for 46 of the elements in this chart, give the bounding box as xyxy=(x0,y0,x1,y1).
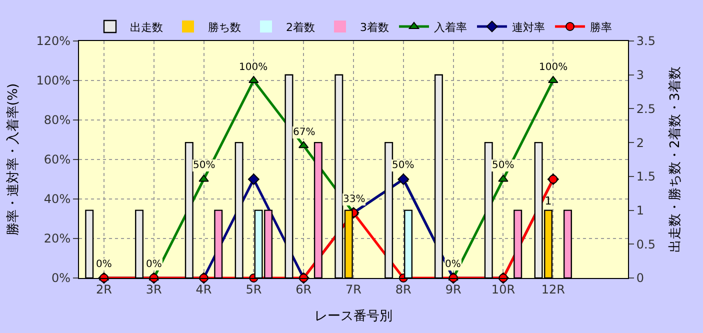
data-label: 100% xyxy=(539,62,568,73)
y-tick-label: 40% xyxy=(44,192,71,206)
y-tick-label: 100% xyxy=(36,74,71,88)
legend-label: 出走数 xyxy=(130,20,163,34)
data-label: 50% xyxy=(392,160,414,171)
x-tick-label: 2R xyxy=(96,282,112,296)
y2-tick-label: 1 xyxy=(636,203,644,218)
x-axis-title: レース番号別 xyxy=(314,309,392,324)
x-tick-label: 9R xyxy=(445,282,462,296)
x-tick-label: 8R xyxy=(395,282,412,296)
x-tick-label: 4R xyxy=(196,282,212,296)
x-tick-label: 5R xyxy=(246,282,262,296)
data-label: 1 xyxy=(544,194,552,208)
legend-label: 連対率 xyxy=(512,20,545,34)
y2-tick-label: 2.5 xyxy=(636,102,656,116)
legend-label: 3着数 xyxy=(360,20,389,34)
y-tick-label: 20% xyxy=(44,232,71,246)
legend-label: 入着率 xyxy=(434,20,467,34)
data-label: 50% xyxy=(193,160,216,171)
y-tick-label: 120% xyxy=(36,34,71,48)
y2-axis-title: 出走数・勝ち数・2着数・3着数 xyxy=(667,66,684,252)
y-tick-label: 0% xyxy=(52,271,71,286)
x-tick-label: 10R xyxy=(491,282,516,296)
data-label: 0% xyxy=(96,259,112,270)
y-axis-title: 勝率・連対率・入着率(%) xyxy=(5,83,22,236)
y2-tick-label: 0 xyxy=(636,271,644,286)
legend-label: 2着数 xyxy=(286,20,315,34)
x-tick-label: 3R xyxy=(146,282,162,296)
x-tick-label: 7R xyxy=(346,282,362,296)
data-label: 0% xyxy=(146,259,162,270)
data-label: 67% xyxy=(293,127,316,138)
x-tick-label: 12R xyxy=(541,282,565,296)
y2-tick-label: 1.5 xyxy=(636,170,656,184)
y-tick-label: 80% xyxy=(44,113,71,128)
y-tick-label: 60% xyxy=(44,152,71,167)
legend-label: 勝率 xyxy=(590,20,612,34)
data-label: 50% xyxy=(492,160,514,171)
y2-tick-label: 0.5 xyxy=(636,237,656,252)
y2-tick-label: 2 xyxy=(636,136,644,150)
data-label: 100% xyxy=(239,62,268,73)
legend-label: 勝ち数 xyxy=(208,20,241,34)
data-label: 33% xyxy=(343,194,366,205)
data-label: 0% xyxy=(445,259,461,270)
y2-tick-label: 3.5 xyxy=(636,34,656,48)
y2-tick-label: 3 xyxy=(636,68,644,82)
x-tick-label: 6R xyxy=(296,282,312,296)
